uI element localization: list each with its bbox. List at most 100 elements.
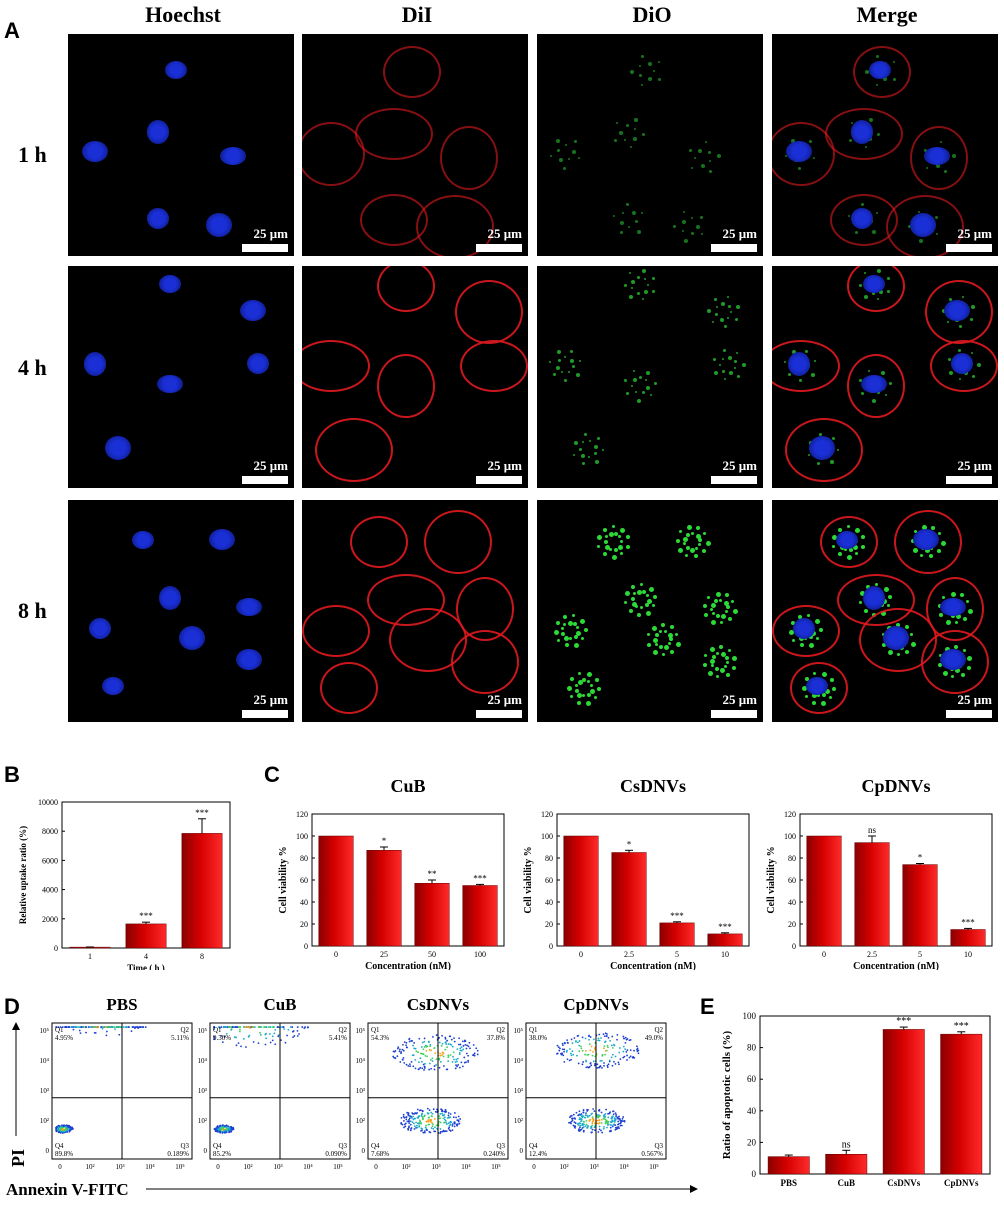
dio-vesicle (578, 157, 581, 160)
flow-event (608, 1130, 611, 1133)
x-tick-label: 10⁴ (303, 1163, 313, 1171)
flow-event (410, 1061, 413, 1063)
flow-event (306, 1026, 309, 1028)
flow-event (609, 1040, 611, 1042)
flow-event (414, 1112, 417, 1114)
dio-vesicle (570, 350, 574, 354)
dio-vesicle (722, 370, 726, 374)
dio-vesicle (846, 524, 850, 528)
flow-event (408, 1120, 410, 1123)
dio-vesicle (647, 77, 652, 82)
flow-event (463, 1056, 466, 1059)
flow-event (573, 1037, 576, 1039)
dio-vesicle (682, 541, 686, 545)
flow-event (405, 1042, 408, 1044)
flow-event (90, 1026, 93, 1028)
flow-event (463, 1061, 466, 1064)
flow-event (411, 1121, 414, 1124)
flow-event (593, 1038, 595, 1041)
dio-vesicle (860, 591, 866, 597)
flow-event (593, 1064, 596, 1067)
dio-vesicle (625, 535, 630, 540)
flow-event (431, 1060, 434, 1062)
dio-vesicle (642, 298, 645, 301)
flow-event (607, 1046, 609, 1049)
dio-vesicle (620, 221, 625, 226)
dio-vesicle (967, 609, 973, 615)
flow-event (566, 1049, 568, 1052)
dio-vesicle (948, 370, 953, 375)
flow-event (220, 1034, 223, 1037)
dio-vesicle (611, 524, 615, 528)
flow-event (449, 1035, 452, 1038)
flow-event (405, 1046, 408, 1049)
flow-event (578, 1050, 581, 1053)
dio-vesicle (735, 351, 738, 354)
flow-event (426, 1055, 428, 1058)
x-tick-label: 10⁴ (145, 1163, 155, 1171)
dio-vesicle (572, 621, 577, 626)
nucleus (939, 649, 966, 671)
cell-membrane (825, 107, 904, 160)
dio-vesicle (851, 121, 854, 124)
flow-event (628, 1056, 631, 1059)
flow-event (456, 1123, 459, 1126)
flow-event (426, 1112, 429, 1114)
flow-event (460, 1046, 463, 1048)
dio-vesicle (549, 360, 552, 363)
flow-event (608, 1059, 611, 1062)
dio-vesicle (578, 447, 582, 451)
flow-event (412, 1115, 414, 1118)
flow-event (574, 1126, 577, 1129)
flow-event (456, 1057, 459, 1060)
dio-vesicle (646, 598, 652, 604)
flow-event (61, 1132, 64, 1134)
dio-vesicle (646, 370, 651, 375)
quadrant-label: 54.3% (371, 1034, 389, 1042)
dio-vesicle (719, 317, 724, 322)
flow-event (433, 1065, 436, 1067)
x-tick-label: 10⁵ (491, 1163, 501, 1171)
y-tick-label: 20 (545, 920, 553, 929)
flow-event (589, 1036, 592, 1038)
dio-vesicle (721, 302, 726, 307)
flow-event (83, 1026, 85, 1028)
dio-vesicle (892, 78, 896, 82)
dio-vesicle (623, 283, 627, 287)
dio-vesicle (954, 667, 960, 673)
dio-vesicle (549, 155, 552, 158)
dio-vesicle (829, 678, 834, 683)
dio-vesicle (577, 700, 582, 705)
flow-event (603, 1064, 605, 1067)
dio-vesicle (646, 386, 651, 391)
dio-vesicle (863, 608, 868, 613)
flow-event (221, 1132, 224, 1134)
flow-event (601, 1054, 604, 1057)
cell-membrane (302, 604, 370, 657)
cell-membrane (772, 121, 836, 186)
micrograph-hoechst-1h: 25 μm (68, 34, 294, 256)
flow-event (606, 1126, 608, 1129)
flow-event (436, 1108, 438, 1111)
cell-membrane (853, 45, 912, 98)
dio-vesicle (659, 645, 664, 650)
dio-vesicle (970, 318, 974, 322)
flow-event (570, 1120, 573, 1123)
cell-membrane (920, 629, 989, 694)
dio-vesicle (710, 646, 716, 652)
dio-vesicle (586, 700, 592, 706)
flow-event (269, 1041, 272, 1044)
flow-event (418, 1125, 420, 1128)
x-axis-label: Annexin V-FITC (6, 1180, 129, 1199)
flow-event (411, 1054, 414, 1057)
flow-event (218, 1026, 221, 1028)
significance-label: *** (139, 911, 153, 921)
flow-event (296, 1029, 299, 1032)
dio-vesicle (865, 146, 868, 149)
dio-vesicle (570, 677, 575, 682)
flow-event (392, 1050, 395, 1053)
dio-vesicle (637, 589, 643, 595)
flow-event (609, 1123, 612, 1126)
flow-event (246, 1026, 248, 1028)
